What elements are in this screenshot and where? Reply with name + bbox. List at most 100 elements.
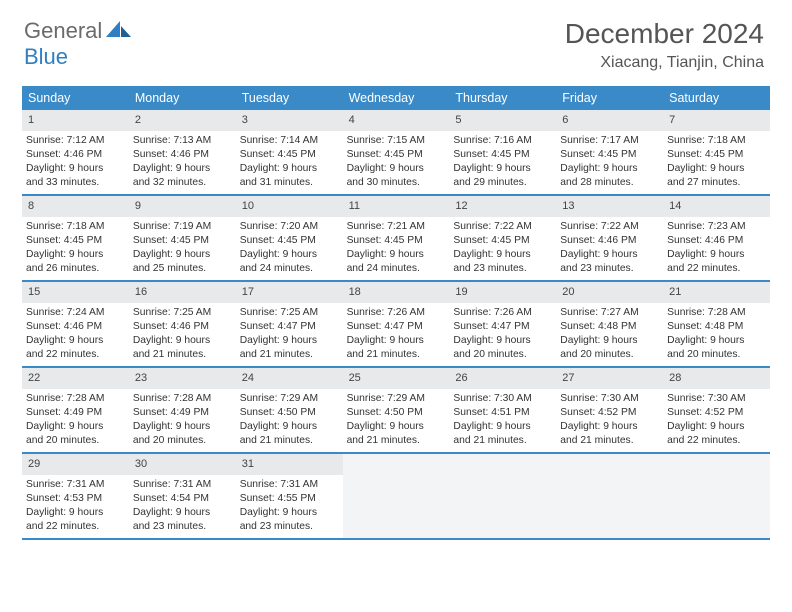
day-body: Sunrise: 7:28 AMSunset: 4:48 PMDaylight:… — [663, 303, 770, 366]
daylight-text-2: and 29 minutes. — [453, 176, 552, 190]
daylight-text-2: and 30 minutes. — [347, 176, 446, 190]
day-cell: 16Sunrise: 7:25 AMSunset: 4:46 PMDayligh… — [129, 282, 236, 366]
sunrise-text: Sunrise: 7:18 AM — [667, 134, 766, 148]
daylight-text-2: and 24 minutes. — [240, 262, 339, 276]
sunrise-text: Sunrise: 7:18 AM — [26, 220, 125, 234]
day-body: Sunrise: 7:16 AMSunset: 4:45 PMDaylight:… — [449, 131, 556, 194]
daylight-text-2: and 25 minutes. — [133, 262, 232, 276]
daylight-text-2: and 21 minutes. — [347, 348, 446, 362]
day-cell: 8Sunrise: 7:18 AMSunset: 4:45 PMDaylight… — [22, 196, 129, 280]
sunrise-text: Sunrise: 7:29 AM — [347, 392, 446, 406]
day-cell: 4Sunrise: 7:15 AMSunset: 4:45 PMDaylight… — [343, 110, 450, 194]
day-number: 16 — [129, 282, 236, 303]
day-number: 2 — [129, 110, 236, 131]
title-block: December 2024 Xiacang, Tianjin, China — [565, 18, 764, 72]
weeks-container: 1Sunrise: 7:12 AMSunset: 4:46 PMDaylight… — [22, 110, 770, 540]
dow-saturday: Saturday — [663, 86, 770, 110]
sunrise-text: Sunrise: 7:19 AM — [133, 220, 232, 234]
day-body: Sunrise: 7:18 AMSunset: 4:45 PMDaylight:… — [22, 217, 129, 280]
day-number: 26 — [449, 368, 556, 389]
daylight-text-2: and 21 minutes. — [240, 348, 339, 362]
sunrise-text: Sunrise: 7:21 AM — [347, 220, 446, 234]
dow-monday: Monday — [129, 86, 236, 110]
daylight-text-1: Daylight: 9 hours — [560, 334, 659, 348]
sunrise-text: Sunrise: 7:12 AM — [26, 134, 125, 148]
calendar-grid: Sunday Monday Tuesday Wednesday Thursday… — [22, 86, 770, 540]
day-body: Sunrise: 7:17 AMSunset: 4:45 PMDaylight:… — [556, 131, 663, 194]
daylight-text-1: Daylight: 9 hours — [240, 420, 339, 434]
daylight-text-1: Daylight: 9 hours — [133, 162, 232, 176]
day-number: 24 — [236, 368, 343, 389]
dow-tuesday: Tuesday — [236, 86, 343, 110]
day-body: Sunrise: 7:12 AMSunset: 4:46 PMDaylight:… — [22, 131, 129, 194]
sunrise-text: Sunrise: 7:22 AM — [453, 220, 552, 234]
sunrise-text: Sunrise: 7:17 AM — [560, 134, 659, 148]
daylight-text-2: and 24 minutes. — [347, 262, 446, 276]
daylight-text-1: Daylight: 9 hours — [347, 420, 446, 434]
day-number: 29 — [22, 454, 129, 475]
daylight-text-2: and 20 minutes. — [560, 348, 659, 362]
day-cell: 25 Sunrise: 7:29 AMSunset: 4:50 PMDayligh… — [343, 368, 450, 452]
day-cell: 11Sunrise: 7:21 AMSunset: 4:45 PMDayligh… — [343, 196, 450, 280]
day-number: 8 — [22, 196, 129, 217]
sunset-text: Sunset: 4:49 PM — [26, 406, 125, 420]
sunrise-text: Sunrise: 7:15 AM — [347, 134, 446, 148]
month-title: December 2024 — [565, 18, 764, 50]
sunset-text: Sunset: 4:50 PM — [347, 406, 446, 420]
day-cell — [449, 454, 556, 538]
sunset-text: Sunset: 4:53 PM — [26, 492, 125, 506]
daylight-text-1: Daylight: 9 hours — [667, 162, 766, 176]
day-cell: 2Sunrise: 7:13 AMSunset: 4:46 PMDaylight… — [129, 110, 236, 194]
week-row: 22Sunrise: 7:28 AMSunset: 4:49 PMDayligh… — [22, 368, 770, 454]
daylight-text-2: and 33 minutes. — [26, 176, 125, 190]
day-cell: 6Sunrise: 7:17 AMSunset: 4:45 PMDaylight… — [556, 110, 663, 194]
sunset-text: Sunset: 4:52 PM — [560, 406, 659, 420]
day-number: 9 — [129, 196, 236, 217]
sunset-text: Sunset: 4:46 PM — [26, 320, 125, 334]
day-number: 5 — [449, 110, 556, 131]
daylight-text-1: Daylight: 9 hours — [240, 248, 339, 262]
sunrise-text: Sunrise: 7:30 AM — [560, 392, 659, 406]
day-body: Sunrise: 7:14 AMSunset: 4:45 PMDaylight:… — [236, 131, 343, 194]
daylight-text-1: Daylight: 9 hours — [667, 334, 766, 348]
day-body: Sunrise: 7:20 AMSunset: 4:45 PMDaylight:… — [236, 217, 343, 280]
sunset-text: Sunset: 4:45 PM — [453, 234, 552, 248]
sunrise-text: Sunrise: 7:28 AM — [26, 392, 125, 406]
daylight-text-2: and 23 minutes. — [133, 520, 232, 534]
dow-header-row: Sunday Monday Tuesday Wednesday Thursday… — [22, 86, 770, 110]
day-number: 25 — [343, 368, 450, 389]
sunset-text: Sunset: 4:46 PM — [26, 148, 125, 162]
dow-friday: Friday — [556, 86, 663, 110]
sunrise-text: Sunrise: 7:31 AM — [240, 478, 339, 492]
dow-thursday: Thursday — [449, 86, 556, 110]
day-body: Sunrise: 7:26 AMSunset: 4:47 PMDaylight:… — [449, 303, 556, 366]
daylight-text-1: Daylight: 9 hours — [560, 420, 659, 434]
day-cell: 17Sunrise: 7:25 AMSunset: 4:47 PMDayligh… — [236, 282, 343, 366]
daylight-text-2: and 22 minutes. — [26, 348, 125, 362]
sunset-text: Sunset: 4:47 PM — [453, 320, 552, 334]
daylight-text-1: Daylight: 9 hours — [26, 162, 125, 176]
daylight-text-1: Daylight: 9 hours — [26, 334, 125, 348]
sunset-text: Sunset: 4:50 PM — [240, 406, 339, 420]
day-cell: 28Sunrise: 7:30 AMSunset: 4:52 PMDayligh… — [663, 368, 770, 452]
day-cell: 14Sunrise: 7:23 AMSunset: 4:46 PMDayligh… — [663, 196, 770, 280]
sunset-text: Sunset: 4:45 PM — [133, 234, 232, 248]
sunset-text: Sunset: 4:49 PM — [133, 406, 232, 420]
sunset-text: Sunset: 4:45 PM — [453, 148, 552, 162]
day-cell: 30Sunrise: 7:31 AMSunset: 4:54 PMDayligh… — [129, 454, 236, 538]
day-cell: 31Sunrise: 7:31 AMSunset: 4:55 PMDayligh… — [236, 454, 343, 538]
sunrise-text: Sunrise: 7:25 AM — [133, 306, 232, 320]
day-body: Sunrise: 7:31 AMSunset: 4:53 PMDaylight:… — [22, 475, 129, 538]
day-body: Sunrise: 7:15 AMSunset: 4:45 PMDaylight:… — [343, 131, 450, 194]
sunrise-text: Sunrise: 7:30 AM — [453, 392, 552, 406]
sunset-text: Sunset: 4:48 PM — [560, 320, 659, 334]
day-number: 27 — [556, 368, 663, 389]
day-body: Sunrise: 7:27 AMSunset: 4:48 PMDaylight:… — [556, 303, 663, 366]
day-cell: 7Sunrise: 7:18 AMSunset: 4:45 PMDaylight… — [663, 110, 770, 194]
daylight-text-1: Daylight: 9 hours — [347, 248, 446, 262]
daylight-text-1: Daylight: 9 hours — [667, 420, 766, 434]
sunset-text: Sunset: 4:47 PM — [347, 320, 446, 334]
sunrise-text: Sunrise: 7:20 AM — [240, 220, 339, 234]
sail-icon — [106, 19, 132, 44]
sunset-text: Sunset: 4:46 PM — [133, 148, 232, 162]
